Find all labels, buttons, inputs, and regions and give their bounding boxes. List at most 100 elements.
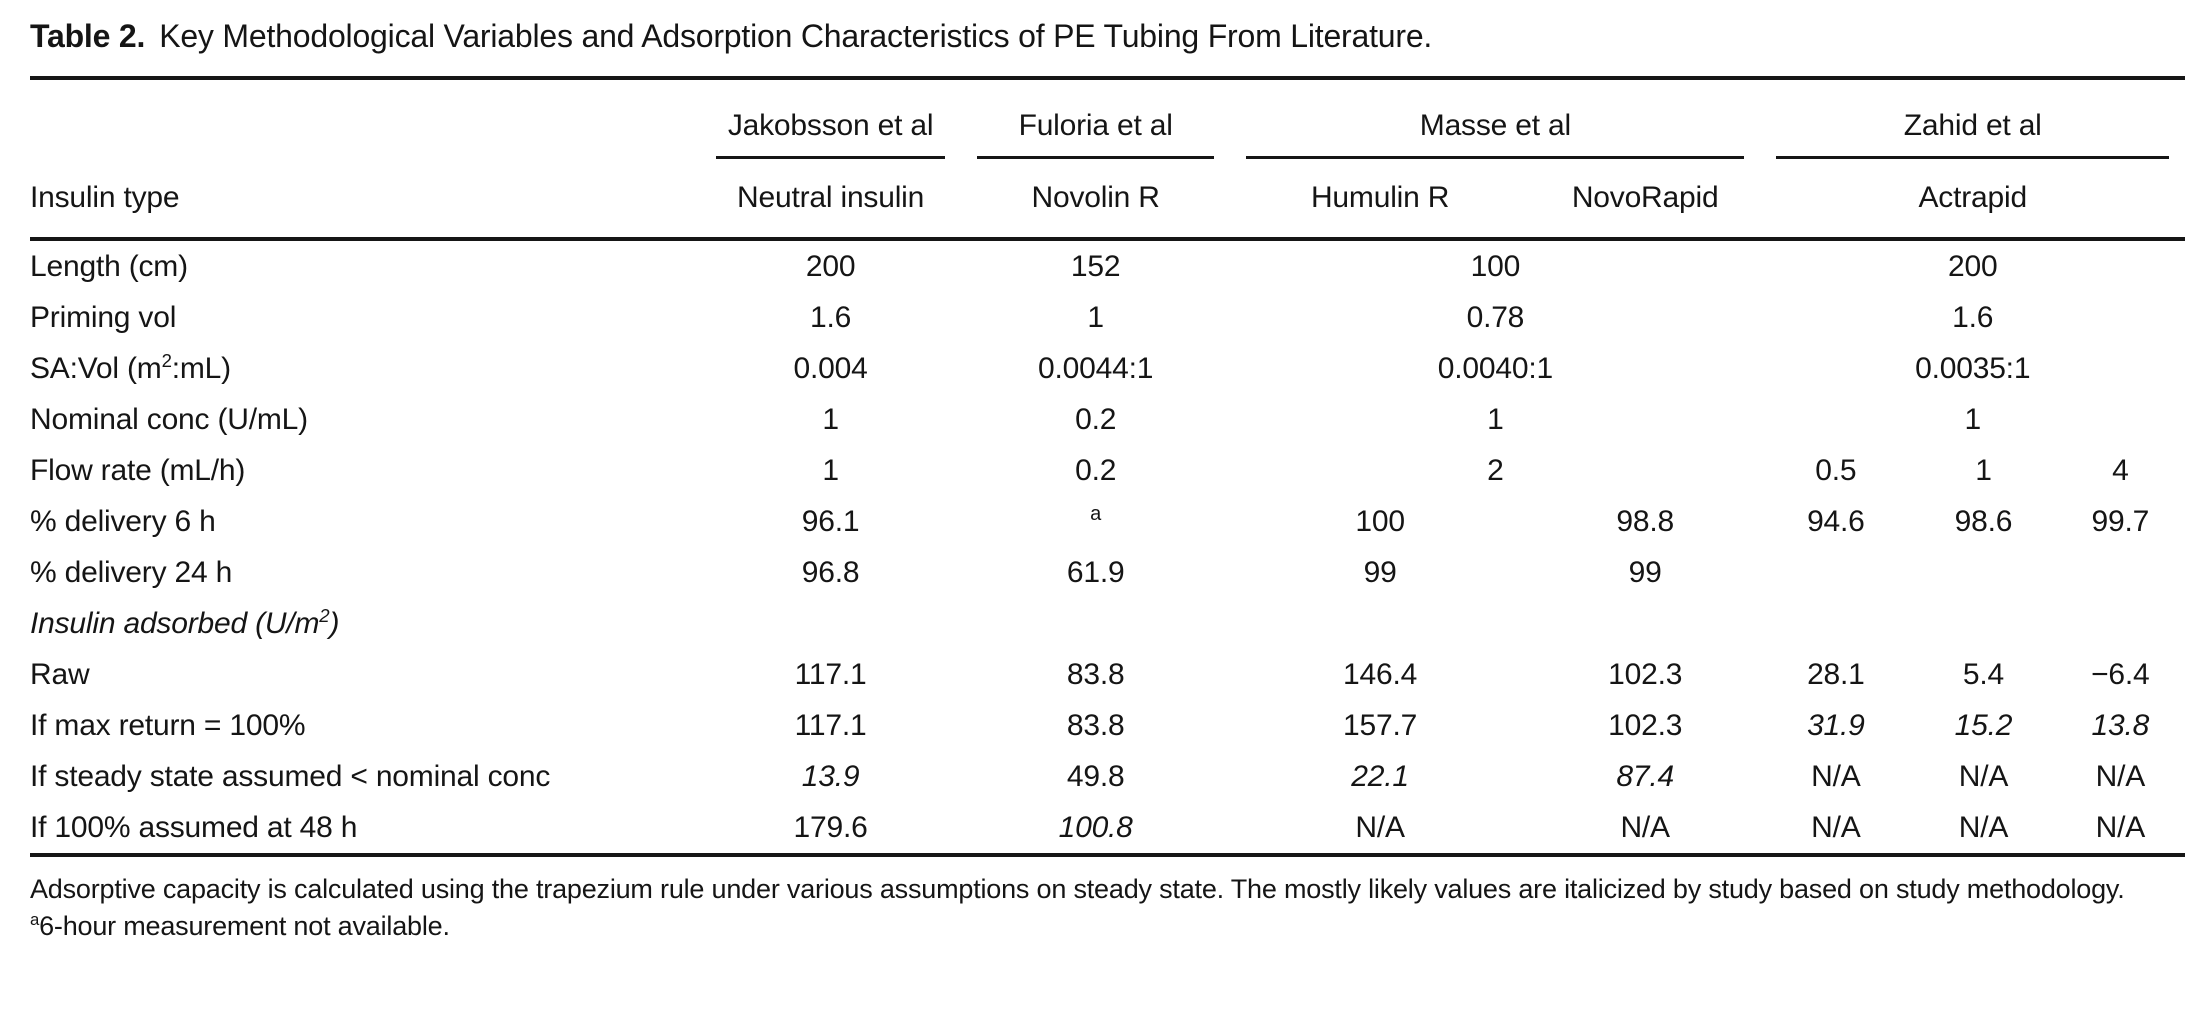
row-label: SA:Vol (m2:mL) xyxy=(30,349,231,385)
row-flow-rate: Flow rate (mL/h) 1 0.2 2 0.5 1 4 xyxy=(30,445,2185,496)
cell-masse: 1 xyxy=(1487,402,1504,436)
table-caption: Key Methodological Variables and Adsorpt… xyxy=(159,18,1433,54)
empty-corner-cell xyxy=(30,78,700,159)
cell-zahid-05: 94.6 xyxy=(1807,504,1865,538)
cell-zahid-05 xyxy=(1760,547,1911,598)
cell-masse: 0.78 xyxy=(1466,300,1525,334)
data-table: Jakobsson et al Fuloria et al Masse et a… xyxy=(30,76,2185,857)
cell-jakobsson: 0.004 xyxy=(793,351,868,385)
cell-fuloria: 61.9 xyxy=(1066,555,1125,589)
cell-fuloria: 83.8 xyxy=(1066,708,1125,742)
row-label: If steady state assumed < nominal conc xyxy=(30,759,551,793)
row-length: Length (cm) 200 152 100 200 xyxy=(30,239,2185,292)
cell-zahid-05: N/A xyxy=(1760,802,1912,857)
superscript: 2 xyxy=(319,604,330,626)
cell-jakobsson: 96.8 xyxy=(801,555,860,589)
cell-jakobsson: 117.1 xyxy=(794,657,867,691)
study-header-row: Jakobsson et al Fuloria et al Masse et a… xyxy=(30,78,2185,159)
cell-zahid: 0.0035:1 xyxy=(1915,351,2031,385)
cell-zahid: 1.6 xyxy=(1952,300,1994,334)
cell-zahid-1: 98.6 xyxy=(1954,504,2013,538)
row-steady-state: If steady state assumed < nominal conc 1… xyxy=(30,751,2185,802)
row-label: Length (cm) xyxy=(30,249,188,283)
row-priming-vol: Priming vol 1.6 1 0.78 1.6 xyxy=(30,292,2185,343)
row-100pct-48h: If 100% assumed at 48 h 179.6 100.8 N/A … xyxy=(30,802,2185,857)
cell-zahid-4: N/A xyxy=(2055,802,2185,857)
study-name: Fuloria et al xyxy=(1018,109,1173,142)
cell-novorapid: 99 xyxy=(1628,555,1662,589)
table-title: Table 2. Key Methodological Variables and… xyxy=(30,14,2185,58)
cell-zahid-1: N/A xyxy=(1911,802,2056,857)
row-label: Priming vol xyxy=(30,300,177,334)
row-sa-vol: SA:Vol (m2:mL) 0.004 0.0044:1 0.0040:1 0… xyxy=(30,343,2185,394)
cell-humulin: 157.7 xyxy=(1343,708,1418,742)
footnote-a-text: 6-hour measurement not available. xyxy=(39,911,450,941)
footnote-a-marker: a xyxy=(1090,502,1102,525)
row-label: Flow rate (mL/h) xyxy=(30,453,246,487)
cell-masse: 100 xyxy=(1470,249,1521,283)
study-header-zahid: Zahid et al xyxy=(1760,78,2185,159)
row-label: % delivery 6 h xyxy=(30,504,216,538)
cell-fuloria: 0.2 xyxy=(1075,453,1117,487)
cell-humulin: 99 xyxy=(1363,555,1397,589)
cell-novorapid: N/A xyxy=(1529,802,1761,857)
cell-zahid-4: 99.7 xyxy=(2091,504,2150,538)
footnote-general: Adsorptive capacity is calculated using … xyxy=(30,874,2125,904)
cell-zahid-1: N/A xyxy=(1958,759,2009,793)
cell-zahid-05: N/A xyxy=(1811,759,1861,793)
cell-humulin: 100 xyxy=(1355,504,1405,538)
row-label: % delivery 24 h xyxy=(30,555,233,589)
cell-jakobsson: 13.9 xyxy=(801,759,860,793)
cell-zahid-1 xyxy=(1911,547,2055,598)
cell-masse: 2 xyxy=(1487,453,1504,487)
row-label: Raw xyxy=(30,657,90,691)
cell-zahid-4: 4 xyxy=(2112,453,2129,487)
row-nominal-conc: Nominal conc (U/mL) 1 0.2 1 1 xyxy=(30,394,2185,445)
cell-jakobsson: 200 xyxy=(805,249,856,283)
cell-jakobsson: 179.6 xyxy=(700,802,961,857)
cell-fuloria: 83.8 xyxy=(1066,657,1125,691)
cell-fuloria: 49.8 xyxy=(1066,759,1125,793)
cell-zahid-1: 5.4 xyxy=(1962,657,2005,691)
cell-zahid-1: 1 xyxy=(1975,453,1992,487)
footnote-a: a6-hour measurement not available. xyxy=(30,908,2185,945)
row-max-return: If max return = 100% 117.1 83.8 157.7 10… xyxy=(30,700,2185,751)
row-raw: Raw 117.1 83.8 146.4 102.3 28.1 5.4 −6.4 xyxy=(30,649,2185,700)
cell-fuloria: 100.8 xyxy=(960,802,1231,857)
cell-jakobsson: 96.1 xyxy=(801,504,860,538)
row-label: Nominal conc (U/mL) xyxy=(30,402,308,436)
cell-zahid: 200 xyxy=(1947,249,1998,283)
cell-jakobsson: 1.6 xyxy=(810,300,852,334)
cell-humulin: 22.1 xyxy=(1351,759,1409,793)
cell-fuloria: 0.0044:1 xyxy=(1038,351,1154,385)
cell-zahid-1: 15.2 xyxy=(1954,708,2013,742)
cell-humulin: 146.4 xyxy=(1343,657,1418,691)
cell-novorapid: 102.3 xyxy=(1608,657,1683,691)
row-delivery-6h: % delivery 6 h 96.1 a 100 98.8 94.6 98.6… xyxy=(30,496,2185,547)
section-label: Insulin adsorbed (U/m2) xyxy=(30,604,340,640)
study-name: Masse et al xyxy=(1419,109,1571,142)
cell-jakobsson: 1 xyxy=(822,453,839,487)
superscript: 2 xyxy=(161,349,172,371)
cell-novorapid: 87.4 xyxy=(1616,759,1674,793)
insulin-type-row: Insulin type Neutral insulin Novolin R H… xyxy=(30,159,2185,241)
study-name: Jakobsson et al xyxy=(727,109,934,142)
cell-novorapid: 102.3 xyxy=(1608,708,1683,742)
cell-zahid-05: 31.9 xyxy=(1807,708,1865,742)
insulin-novorapid: NovoRapid xyxy=(1529,159,1761,241)
cell-masse: 0.0040:1 xyxy=(1437,351,1553,385)
cell-fuloria: 1 xyxy=(1087,300,1104,334)
footnote-a-marker: a xyxy=(30,910,40,929)
cell-humulin: N/A xyxy=(1230,802,1530,857)
insulin-novolin-r: Novolin R xyxy=(960,159,1231,241)
cell-fuloria: a xyxy=(961,496,1230,547)
insulin-type-label: Insulin type xyxy=(30,159,701,241)
insulin-humulin-r: Humulin R xyxy=(1230,159,1530,241)
cell-zahid-4: N/A xyxy=(2095,759,2146,793)
table-footnotes: Adsorptive capacity is calculated using … xyxy=(30,871,2185,945)
study-header-masse: Masse et al xyxy=(1230,78,1760,159)
row-delivery-24h: % delivery 24 h 96.8 61.9 99 99 xyxy=(30,547,2185,598)
cell-zahid-4: −6.4 xyxy=(2091,657,2150,691)
cell-jakobsson: 1 xyxy=(822,402,839,436)
